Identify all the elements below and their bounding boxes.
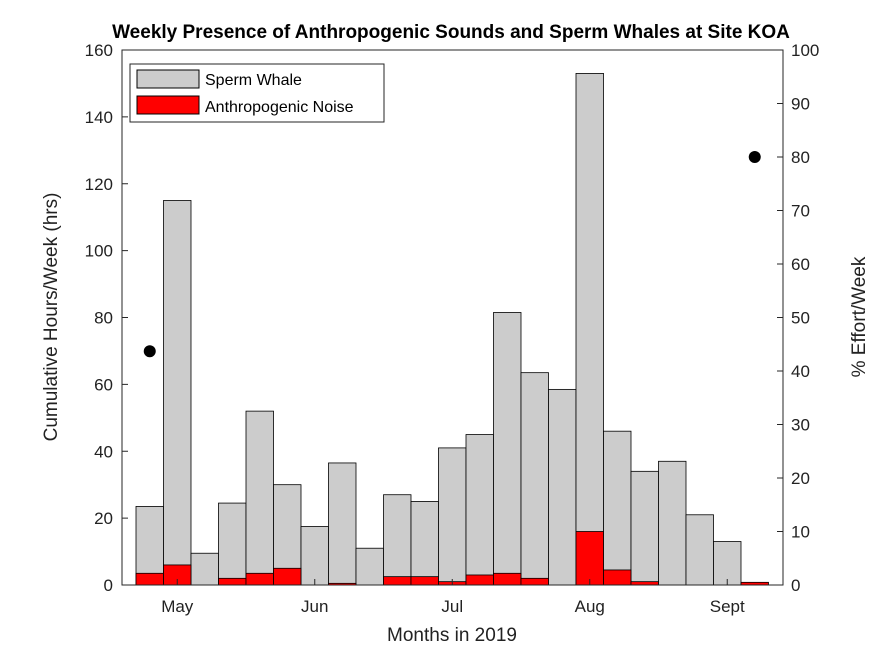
y2-tick-label-90: 90: [791, 95, 810, 114]
y2-tick-label-10: 10: [791, 523, 810, 542]
effort-point-2: [748, 151, 761, 163]
left-y-axis: 0 20 40 60 80 100 120 140 160: [85, 41, 128, 595]
x-tick-label-jul: Jul: [441, 597, 463, 616]
y-tick-label-160: 160: [85, 41, 113, 60]
y-tick-label-0: 0: [104, 576, 113, 595]
bar-sperm-whale-week-2: [163, 200, 192, 586]
legend-label-anthropogenic-noise: Anthropogenic Noise: [205, 99, 354, 116]
bar-sperm-whale-week-10: [383, 494, 412, 586]
bar-sperm-whale-week-12: [438, 447, 467, 586]
bar-sperm-whale-week-16: [548, 388, 577, 586]
bar-anthropogenic-noise-week-19: [630, 581, 659, 586]
y2-tick-label-30: 30: [791, 416, 810, 435]
bar-anthropogenic-noise-week-15: [520, 577, 549, 586]
legend-label-sperm-whale: Sperm Whale: [205, 72, 302, 89]
chart-title: Weekly Presence of Anthropogenic Sounds …: [112, 22, 790, 43]
y-axis-label: Cumulative Hours/Week (hrs): [41, 193, 62, 442]
bar-anthropogenic-noise-week-17: [575, 531, 604, 586]
y2-tick-label-20: 20: [791, 469, 810, 488]
bars-layer: [135, 73, 769, 586]
bar-sperm-whale-week-1: [135, 506, 164, 586]
y-tick-label-140: 140: [85, 108, 113, 127]
bar-sperm-whale-week-3: [190, 552, 219, 586]
x-axis: May Jun Jul Aug Sept: [161, 579, 745, 616]
x-tick-label-aug: Aug: [575, 597, 605, 616]
bar-sperm-whale-week-22: [713, 541, 742, 586]
bar-anthropogenic-noise-week-10: [383, 576, 412, 586]
x-tick-label-may: May: [161, 597, 194, 616]
effort-points-layer: [143, 151, 761, 358]
bar-sperm-whale-week-4: [218, 502, 247, 586]
legend-swatch-anthropogenic-noise: [136, 95, 200, 115]
bar-sperm-whale-week-18: [603, 430, 632, 586]
bar-sperm-whale-week-13: [465, 434, 494, 586]
bar-anthropogenic-noise-week-1: [135, 572, 164, 586]
bar-anthropogenic-noise-week-14: [493, 572, 522, 586]
y-tick-label-80: 80: [94, 309, 113, 328]
legend: Sperm Whale Anthropogenic Noise: [129, 63, 385, 123]
y-tick-label-100: 100: [85, 242, 113, 261]
y2-tick-label-70: 70: [791, 202, 810, 221]
y-tick-label-120: 120: [85, 175, 113, 194]
y-tick-label-20: 20: [94, 509, 113, 528]
bar-sperm-whale-week-8: [328, 462, 357, 586]
x-tick-label-sept: Sept: [710, 597, 745, 616]
effort-point-1: [143, 345, 156, 358]
y2-tick-label-0: 0: [791, 576, 800, 595]
y2-tick-label-80: 80: [791, 148, 810, 167]
bar-sperm-whale-week-9: [355, 547, 384, 586]
bar-sperm-whale-week-20: [658, 460, 687, 586]
y-tick-label-40: 40: [94, 442, 113, 461]
bar-anthropogenic-noise-week-13: [465, 574, 494, 586]
bar-sperm-whale-week-17: [575, 73, 604, 586]
bar-anthropogenic-noise-week-6: [273, 567, 302, 586]
bar-sperm-whale-week-5: [245, 410, 274, 586]
x-axis-label: Months in 2019: [387, 625, 517, 646]
bar-anthropogenic-noise-week-5: [245, 572, 274, 586]
y2-axis-label: % Effort/Week: [849, 256, 870, 377]
y-tick-label-60: 60: [94, 375, 113, 394]
bar-sperm-whale-week-19: [630, 470, 659, 586]
bar-anthropogenic-noise-week-18: [603, 569, 632, 586]
bar-anthropogenic-noise-week-11: [410, 576, 439, 586]
right-y-axis: 0 10 20 30 40 50 60 70 80 90 100: [777, 41, 819, 595]
bar-sperm-whale-week-7: [300, 526, 329, 586]
x-tick-label-jun: Jun: [301, 597, 328, 616]
y2-tick-label-100: 100: [791, 41, 819, 60]
y2-tick-label-40: 40: [791, 362, 810, 381]
legend-swatch-sperm-whale: [136, 69, 200, 89]
y2-tick-label-50: 50: [791, 309, 810, 328]
bar-sperm-whale-week-21: [685, 514, 714, 586]
bar-sperm-whale-week-11: [410, 501, 439, 586]
bar-sperm-whale-week-14: [493, 312, 522, 586]
y2-tick-label-60: 60: [791, 255, 810, 274]
bar-sperm-whale-week-15: [520, 372, 549, 586]
bar-anthropogenic-noise-week-4: [218, 577, 247, 586]
